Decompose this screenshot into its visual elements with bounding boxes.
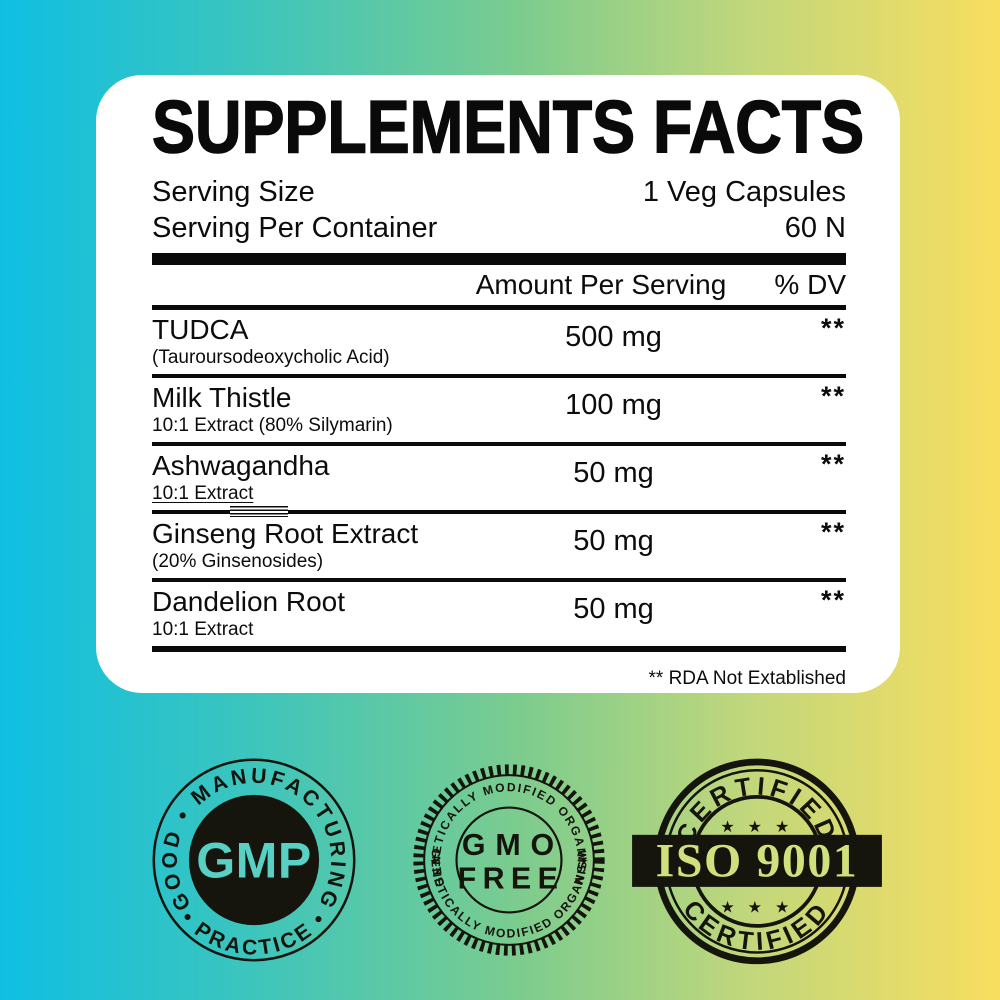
iso-stars-top-icon: ★ ★ ★	[720, 818, 793, 836]
gmp-center-text: GMP	[196, 832, 312, 888]
gmo-outer-ring	[423, 774, 595, 946]
iso-banner-text: ISO 9001	[656, 834, 859, 887]
print-artifact	[230, 505, 288, 517]
ingredient-name-block: Milk Thistle 10:1 Extract (80% Silymarin…	[152, 381, 486, 437]
ingredient-name: Dandelion Root	[152, 585, 346, 617]
column-header-row: Amount Per Serving % DV	[152, 265, 846, 305]
gmo-inner-ring	[455, 806, 563, 914]
ingredient-dv: **	[820, 448, 846, 479]
ingredient-dv: **	[820, 312, 846, 343]
ingredient-name-block: TUDCA (Tauroursodeoxycholic Acid)	[152, 313, 486, 369]
iso-stars-bottom-icon: ★ ★ ★	[720, 898, 793, 916]
ingredient-detail: 10:1 Extract (80% Silymarin)	[152, 414, 393, 436]
gmo-separator-star-left-icon: ✦	[430, 855, 440, 868]
ingredient-row-ginseng: Ginseng Root Extract (20% Ginsenosides) …	[152, 514, 846, 578]
ingredient-amount: 50 mg	[573, 593, 654, 626]
ingredient-name-block: Ashwagandha 10:1 Extract	[152, 449, 486, 505]
iso-banner	[632, 834, 882, 887]
gmp-inner-circle	[188, 794, 320, 926]
serving-size-row: Serving Size 1 Veg Capsules	[152, 174, 846, 210]
ingredient-name: Milk Thistle	[152, 381, 292, 413]
gmp-badge-icon: GOOD • MANUFACTURING • PRACTICE • GMP	[152, 758, 356, 962]
row-divider	[152, 441, 846, 446]
gmo-center-line1: GMO	[462, 828, 564, 862]
ingredient-amount: 50 mg	[573, 525, 654, 558]
ingredient-dv: **	[820, 516, 846, 547]
ingredient-name: Ashwagandha	[152, 449, 330, 481]
thick-divider	[152, 252, 846, 265]
ingredient-name: TUDCA	[152, 313, 249, 345]
serving-size-value: 1 Veg Capsules	[642, 175, 846, 208]
gmp-outer-ring	[152, 758, 356, 962]
table-end-divider	[152, 645, 846, 652]
ingredient-row-ashwagandha: Ashwagandha 10:1 Extract 50 mg **	[152, 446, 846, 510]
ingredient-detail: 10:1 Extract	[152, 618, 254, 640]
gmo-serrated-edge	[413, 764, 605, 956]
panel-title: SUPPLEMENTS FACTS	[151, 85, 865, 169]
servings-per-container-label: Serving Per Container	[152, 211, 438, 244]
ingredient-amount: 500 mg	[565, 321, 662, 354]
header-divider	[152, 304, 846, 310]
ingredient-name-block: Dandelion Root 10:1 Extract	[152, 585, 486, 641]
ingredient-dv: **	[820, 584, 846, 615]
ingredient-name-block: Ginseng Root Extract (20% Ginsenosides)	[152, 517, 486, 573]
ingredient-dv: **	[820, 380, 846, 411]
supplement-facts-panel: SUPPLEMENTS FACTS Serving Size 1 Veg Cap…	[96, 75, 900, 693]
gmo-free-badge-icon: GENETICALLY MODIFIED ORGANISM GENETICALL…	[413, 764, 605, 956]
ingredient-row-milk-thistle: Milk Thistle 10:1 Extract (80% Silymarin…	[152, 378, 846, 442]
row-divider	[152, 577, 846, 582]
row-divider	[152, 373, 846, 378]
amount-column-header: Amount Per Serving	[475, 268, 727, 300]
ingredient-name: Ginseng Root Extract	[152, 517, 419, 549]
rda-footnote: ** RDA Not Extablished	[648, 667, 847, 689]
ingredient-amount: 100 mg	[565, 389, 662, 422]
serving-size-label: Serving Size	[152, 175, 315, 208]
gmo-center-line2: FREE	[458, 861, 565, 895]
row-divider	[152, 505, 846, 517]
ingredient-detail: (Tauroursodeoxycholic Acid)	[152, 346, 390, 368]
ingredient-detail: 10:1 Extract	[152, 482, 254, 504]
dv-column-header: % DV	[774, 268, 846, 300]
ingredient-amount: 50 mg	[573, 457, 654, 490]
servings-per-container-row: Serving Per Container 60 N	[152, 210, 846, 246]
servings-per-container-value: 60 N	[784, 211, 846, 244]
iso-9001-badge-icon: CERTIFIED ★ ★ ★ ISO 9001 ★ ★ ★ CERTIFIED	[632, 758, 882, 965]
ingredient-row-dandelion: Dandelion Root 10:1 Extract 50 mg **	[152, 582, 846, 646]
ingredient-detail: (20% Ginsenosides)	[152, 550, 324, 572]
ingredient-row-tudca: TUDCA (Tauroursodeoxycholic Acid) 500 mg…	[152, 310, 846, 374]
gmo-separator-star-right-icon: ✦	[579, 855, 589, 868]
